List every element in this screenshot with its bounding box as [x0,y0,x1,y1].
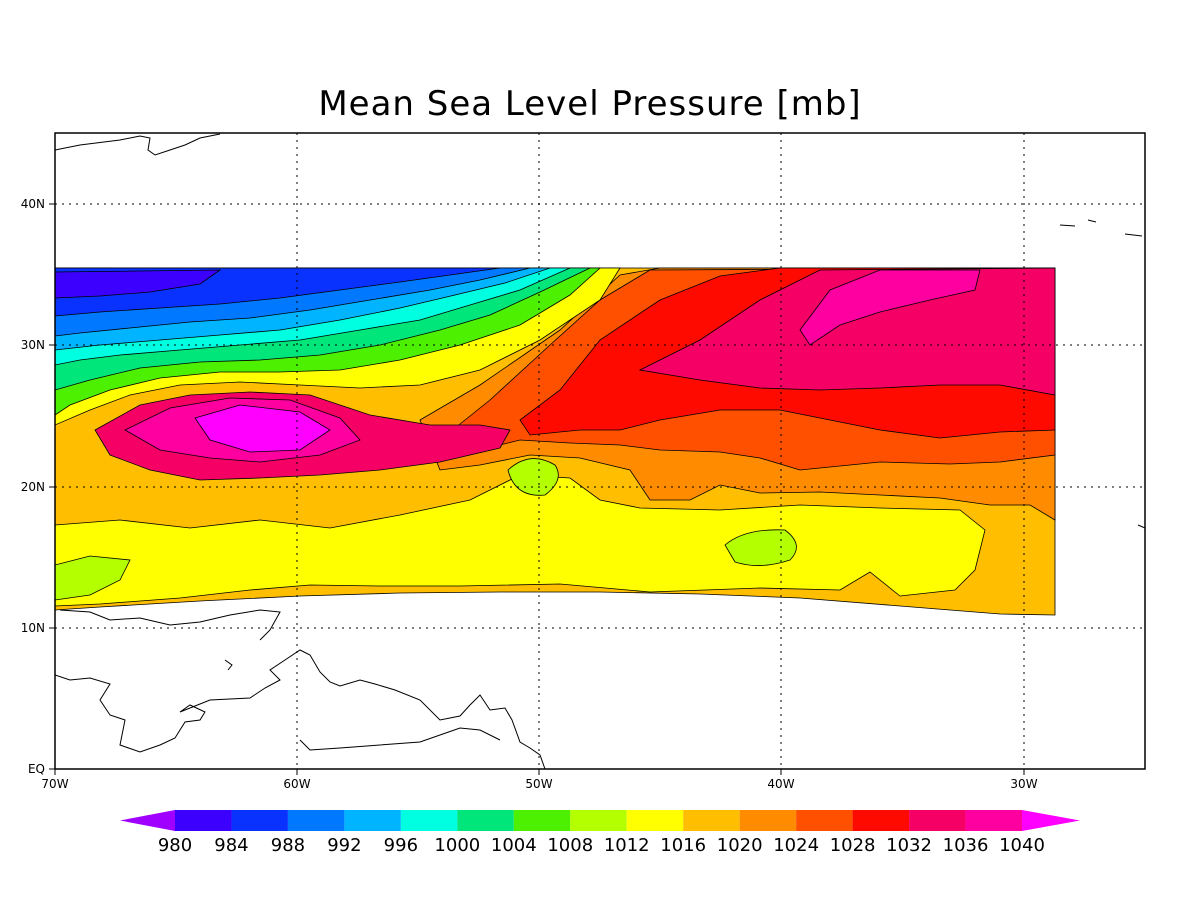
colorbar-swatch [626,810,684,831]
north-america-coast [55,133,221,156]
band-1012-south [55,474,986,607]
colorbar-swatch [175,810,232,831]
colorbar-level-label: 1024 [773,835,819,856]
x-tick-label: 70W [41,777,68,791]
x-tick-label: 50W [525,777,552,791]
colorbar: 980 984 988 992 996 1000 1004 1008 1012 1016 1020 1… [120,810,1080,856]
coastlines [55,133,1145,769]
colorbar-level-label: 1000 [434,835,480,856]
colorbar-level-label: 988 [271,835,305,856]
y-axis: EQ 10N 20N 30N 40N [21,197,55,776]
colorbar-swatch [400,810,458,831]
colorbar-level-label: 1036 [943,835,989,856]
colorbar-level-label: 1020 [717,835,763,856]
colorbar-swatch [287,810,345,831]
colorbar-level-label: 992 [327,835,361,856]
colorbar-level-label: 1012 [604,835,650,856]
x-tick-label: 30W [1010,777,1037,791]
colorbar-swatch [909,810,966,831]
pressure-field [55,267,1056,616]
atlantic-island-coast [1059,219,1145,529]
x-tick-label: 60W [283,777,310,791]
colorbar-level-label: 1008 [547,835,593,856]
cell-1008-center [507,458,559,496]
y-tick-label: 40N [21,197,45,211]
colorbar-swatch [739,810,797,831]
colorbar-level-label: 1016 [660,835,706,856]
colorbar-level-label: 1004 [491,835,537,856]
colorbar-level-label: 1032 [886,835,932,856]
south-america-inland-coast [299,727,501,751]
y-tick-label: 10N [21,621,45,635]
colorbar-overflow-arrow [1022,810,1080,831]
y-tick-label: EQ [28,762,45,776]
south-america-coast [55,649,546,769]
colorbar-swatch [852,810,910,831]
low-980-north [55,269,222,299]
x-axis: 70W 60W 50W 40W 30W [41,769,1038,791]
y-tick-label: 30N [21,338,45,352]
map-frame [54,132,1146,770]
colorbar-swatch [344,810,401,831]
high-1032-east [638,267,1056,396]
colorbar-level-label: 984 [214,835,248,856]
low-1008-southwest [55,555,131,601]
y-tick-label: 20N [21,480,45,494]
colorbar-swatch [570,810,627,831]
high-1040-west [194,404,331,453]
map-title: Mean Sea Level Pressure [mb] [318,84,861,124]
colorbar-swatch [457,810,514,831]
colorbar-swatch [683,810,740,831]
colorbar-level-label: 996 [384,835,418,856]
cell-1008-east [724,529,797,566]
colorbar-level-label: 1040 [999,835,1045,856]
high-1036-east [799,269,981,346]
colorbar-level-label: 980 [158,835,192,856]
caribbean-islands-coast [59,609,281,671]
colorbar-swatch [796,810,853,831]
map-grid [55,133,1145,769]
colorbar-swatch [231,810,288,831]
colorbar-swatch [513,810,571,831]
colorbar-swatch [965,810,1022,831]
colorbar-level-label: 1028 [830,835,876,856]
colorbar-underflow-arrow [120,810,175,831]
x-tick-label: 40W [767,777,794,791]
